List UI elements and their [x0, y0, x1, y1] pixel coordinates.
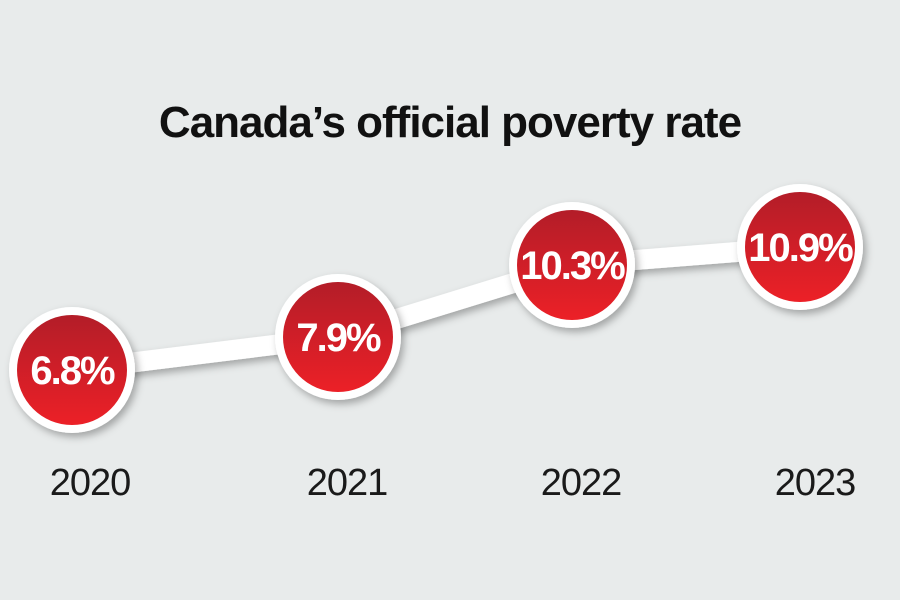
data-label: 7.9%	[296, 316, 381, 360]
data-point-2021: 7.9%	[275, 274, 401, 400]
data-label: 10.3%	[520, 244, 625, 288]
data-label: 6.8%	[30, 349, 115, 393]
x-tick-label: 2023	[775, 462, 856, 504]
marker	[745, 192, 855, 302]
data-point-2022: 10.3%	[509, 202, 635, 328]
marker	[283, 282, 393, 392]
chart-title: Canada’s official poverty rate	[158, 98, 742, 147]
data-point-2023: 10.9%	[737, 184, 863, 310]
x-tick-label: 2021	[307, 462, 388, 504]
data-point-2020: 6.8%	[9, 307, 135, 433]
marker	[17, 315, 127, 425]
series-line	[70, 237, 801, 380]
x-tick-label: 2022	[541, 462, 622, 504]
x-tick-label: 2020	[50, 462, 131, 504]
data-label: 10.9%	[748, 226, 853, 270]
marker	[517, 210, 627, 320]
